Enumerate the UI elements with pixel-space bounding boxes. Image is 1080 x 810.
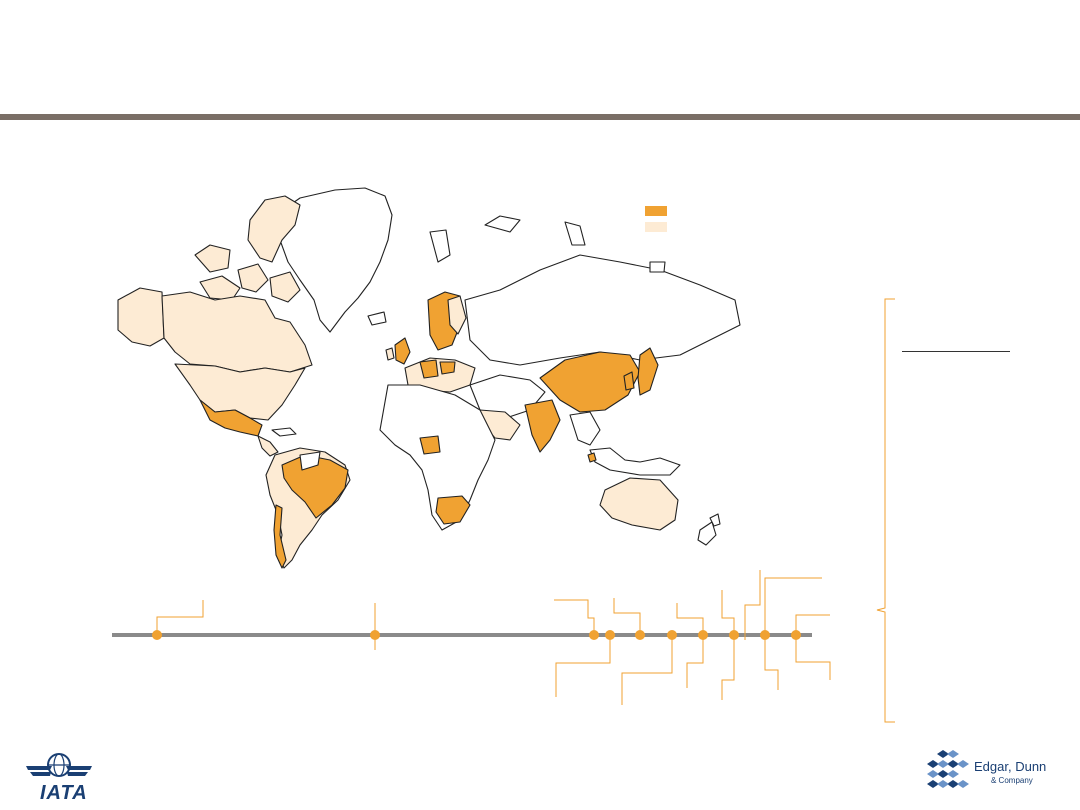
timeline-connector	[613, 598, 641, 635]
timeline-connector	[764, 635, 779, 690]
timeline-connector	[764, 577, 822, 635]
globe-wings-icon	[26, 753, 92, 777]
timeline-connector	[676, 603, 704, 635]
cube-pattern-icon	[927, 750, 969, 788]
uk-region	[394, 337, 411, 365]
russia-region	[464, 254, 741, 366]
timeline-connector	[156, 600, 204, 635]
canada-arctic-islands	[247, 195, 301, 263]
greenland-region	[279, 187, 393, 333]
iata-logo-text: IATA	[40, 782, 88, 804]
world-map	[117, 187, 741, 569]
china-region	[539, 351, 641, 413]
timeline-milestone	[729, 630, 739, 640]
timeline-milestone	[370, 630, 380, 640]
timeline-connector	[621, 635, 673, 705]
canada-region	[161, 291, 313, 373]
timeline-milestone	[760, 630, 770, 640]
bracket-rule	[902, 351, 1010, 352]
timeline-connector	[744, 570, 761, 640]
timeline-milestone	[589, 630, 599, 640]
edc-logo-subtitle: & Company	[991, 776, 1033, 785]
timeline-milestone	[152, 630, 162, 640]
timeline-milestone	[605, 630, 615, 640]
timeline-connector	[721, 635, 735, 700]
timeline-connector	[795, 614, 830, 635]
timeline-connector	[795, 635, 831, 680]
timeline-milestone	[635, 630, 645, 640]
chile-region	[273, 504, 287, 569]
south-africa-region	[435, 495, 471, 525]
edc-logo-name: Edgar, Dunn	[974, 759, 1047, 774]
alaska-region	[117, 287, 165, 347]
timeline-connector	[686, 635, 704, 688]
japan-region	[637, 347, 659, 396]
australia-region	[599, 477, 679, 531]
timeline-milestone	[698, 630, 708, 640]
timeline-milestone	[791, 630, 801, 640]
timeline-milestone	[667, 630, 677, 640]
mexico-region	[199, 399, 263, 437]
timeline-connector	[555, 635, 611, 697]
brazil-region	[281, 454, 349, 519]
header-rule	[0, 114, 1080, 120]
timeline-connector	[554, 599, 595, 635]
nigeria-region	[419, 435, 441, 455]
right-bracket	[876, 298, 895, 723]
legend-swatch-secondary	[645, 222, 667, 232]
legend-swatch-highlight	[645, 206, 667, 216]
singapore-region	[587, 452, 597, 463]
timeline-connector	[721, 590, 735, 635]
india-region	[524, 399, 561, 453]
